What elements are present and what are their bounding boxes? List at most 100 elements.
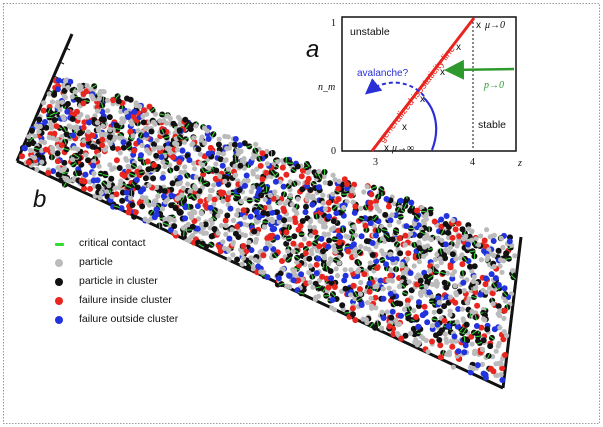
- critical-contact: [440, 229, 445, 236]
- particle: [192, 166, 198, 172]
- critical-contact: [378, 186, 385, 192]
- particle: [403, 223, 410, 230]
- particle: [425, 349, 431, 355]
- particle: [90, 96, 96, 102]
- particle: [169, 180, 176, 187]
- particle: [69, 116, 76, 122]
- particle: [455, 306, 462, 312]
- particle: [209, 220, 215, 226]
- critical-contact: [431, 318, 438, 321]
- particle: [501, 285, 508, 292]
- particle: [174, 141, 180, 147]
- particle: [377, 208, 383, 214]
- critical-contact: [459, 331, 466, 335]
- particle: [32, 133, 38, 139]
- critical-contact: [506, 304, 509, 311]
- particle: [298, 271, 305, 278]
- particle: [427, 268, 433, 274]
- particle: [218, 190, 225, 197]
- particle: [85, 135, 92, 142]
- particle: [387, 217, 394, 224]
- particle: [416, 299, 422, 306]
- particle: [317, 218, 323, 224]
- particle: [118, 178, 124, 184]
- critical-contact: [286, 196, 293, 200]
- particle: [291, 233, 298, 240]
- particle: [271, 225, 278, 232]
- particle: [290, 248, 296, 255]
- particle: [320, 192, 326, 198]
- critical-contact: [128, 136, 134, 141]
- particle: [499, 365, 506, 372]
- particle: [498, 235, 504, 241]
- particle: [361, 189, 367, 195]
- critical-contact: [126, 145, 133, 150]
- particle: [168, 202, 175, 209]
- particle: [380, 295, 387, 302]
- particle: [146, 182, 152, 188]
- particle: [316, 168, 322, 174]
- particle: [449, 343, 456, 350]
- granular-pile: [19, 77, 518, 383]
- particle: [397, 197, 404, 204]
- critical-contact: [125, 185, 132, 189]
- critical-contact: [285, 237, 293, 240]
- particle: [75, 96, 82, 103]
- particle: [50, 135, 56, 141]
- particle: [350, 282, 357, 289]
- particle: [320, 248, 326, 255]
- particle: [130, 133, 136, 139]
- particle: [374, 283, 380, 289]
- critical-contact: [138, 171, 145, 174]
- particle: [69, 94, 75, 100]
- critical-contact: [317, 173, 322, 180]
- particle: [170, 154, 177, 161]
- particle: [436, 308, 443, 315]
- critical-contact: [349, 229, 355, 235]
- particle: [363, 238, 370, 245]
- critical-contact: [341, 227, 344, 234]
- critical-contact: [63, 138, 67, 145]
- particle: [421, 303, 428, 310]
- particle: [267, 243, 273, 249]
- particle: [58, 142, 65, 149]
- particle: [471, 263, 478, 270]
- particle: [51, 117, 58, 123]
- particle: [435, 235, 441, 241]
- particle: [276, 219, 282, 225]
- critical-contact: [278, 282, 285, 286]
- particle: [64, 100, 71, 107]
- particle: [385, 277, 391, 284]
- particle: [396, 235, 403, 242]
- particle: [164, 145, 170, 151]
- legend-label: particle in cluster: [79, 275, 158, 287]
- critical-contact: [161, 128, 165, 135]
- particle: [143, 131, 150, 138]
- particle: [229, 227, 235, 233]
- particle: [89, 132, 96, 139]
- particle: [227, 205, 234, 212]
- particle: [342, 272, 349, 279]
- particle: [215, 181, 222, 187]
- critical-contact: [257, 204, 264, 210]
- particle: [309, 195, 315, 201]
- particle: [197, 198, 204, 205]
- particle: [232, 136, 239, 142]
- particle: [224, 146, 230, 152]
- particle: [153, 211, 160, 218]
- particle: [207, 225, 213, 231]
- particle: [388, 267, 394, 273]
- critical-contact: [333, 258, 340, 262]
- critical-contact: [427, 208, 434, 211]
- particle: [36, 129, 42, 135]
- critical-contact: [322, 286, 327, 293]
- particle: [309, 251, 315, 257]
- particle: [151, 162, 158, 169]
- particle: [328, 275, 335, 282]
- particle: [191, 160, 197, 166]
- particle: [253, 141, 259, 147]
- particle: [287, 284, 293, 290]
- particle: [55, 171, 62, 178]
- critical-contact: [356, 297, 363, 302]
- particle: [313, 270, 320, 277]
